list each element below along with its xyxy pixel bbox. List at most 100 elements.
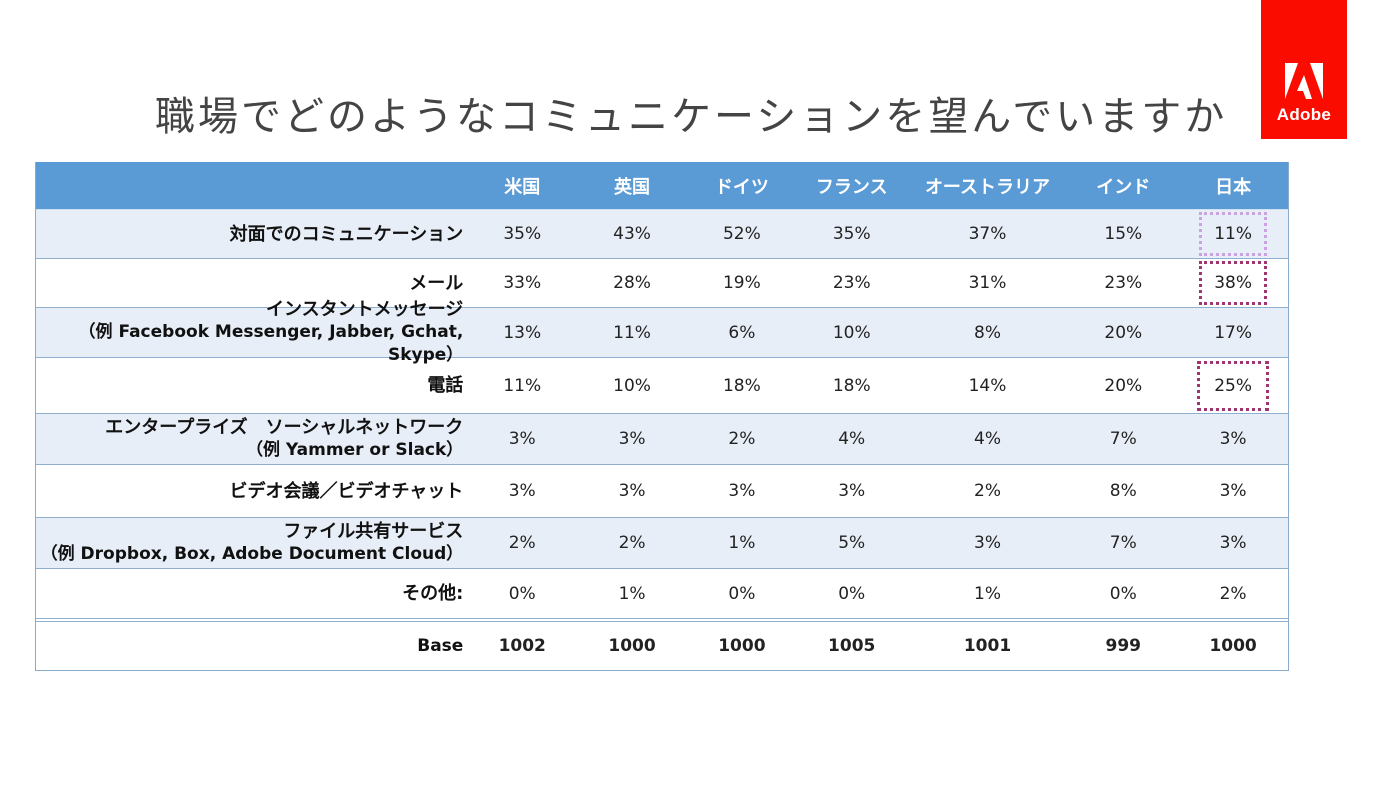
base-cell: 1000	[718, 636, 766, 656]
row-label-main: ファイル共有サービス	[283, 521, 464, 542]
table-cell: 2%	[618, 533, 646, 553]
adobe-a-icon	[1285, 63, 1323, 99]
table-cell: 0%	[508, 583, 536, 604]
table-cell: 3%	[1219, 429, 1247, 449]
table-cell: 2%	[1219, 583, 1247, 604]
table-cell: 3%	[508, 481, 536, 501]
table-cell: 4%	[974, 429, 1001, 449]
dotted-highlight-box	[1199, 261, 1268, 305]
column-header: インド	[1096, 176, 1151, 198]
table-cell: 1%	[728, 533, 756, 553]
row-label: 対面でのコミュニケーション	[229, 223, 464, 245]
table-cell: 18%	[832, 375, 871, 396]
table-cell: 8%	[1109, 481, 1137, 501]
table-cell: 0%	[838, 583, 866, 604]
table-row: 対面でのコミュニケーション 35% 43% 52% 35% 37% 15% 11…	[36, 210, 1288, 259]
row-label: 電話	[427, 375, 464, 396]
table-cell: 3%	[1219, 533, 1247, 553]
table-cell: 8%	[974, 322, 1001, 343]
column-header: フランス	[815, 176, 888, 198]
survey-table: 米国 英国 ドイツ フランス オーストラリア インド 日本 対面でのコミュニケー…	[35, 162, 1289, 671]
table-cell: 6%	[728, 322, 756, 343]
row-label: その他:	[402, 583, 464, 604]
table-cell: 14%	[968, 375, 1007, 396]
table-cell: 7%	[1109, 429, 1137, 449]
base-cell: 1000	[608, 636, 656, 656]
row-label-main: インスタントメッセージ	[266, 299, 464, 320]
table-row: ビデオ会議／ビデオチャット 3% 3% 3% 3% 2% 8% 3%	[36, 465, 1288, 518]
table-cell: 35%	[832, 224, 871, 244]
base-cell: 999	[1105, 636, 1142, 656]
row-label: インスタントメッセージ （例 Facebook Messenger, Jabbe…	[36, 298, 467, 367]
table-cell: 3%	[618, 429, 646, 449]
table-cell: 52%	[722, 224, 761, 244]
row-label-example: （例 Facebook Messenger, Jabber, Gchat, Sk…	[78, 322, 464, 365]
table-cell: 0%	[728, 583, 756, 604]
table-cell: 10%	[613, 375, 651, 396]
table-cell: 3%	[728, 481, 756, 501]
table-cell: 35%	[503, 224, 542, 244]
table-cell-value: 25%	[1214, 375, 1252, 396]
base-cell: 1001	[963, 636, 1012, 656]
table-cell: 1%	[974, 583, 1001, 604]
table-header-row: 米国 英国 ドイツ フランス オーストラリア インド 日本	[36, 162, 1288, 210]
table-cell: 18%	[722, 375, 761, 396]
highlighted-cell: 38%	[1178, 261, 1288, 305]
column-header: 米国	[504, 176, 541, 198]
table-cell: 31%	[968, 273, 1007, 293]
base-cell: 1000	[1209, 636, 1257, 656]
row-label-example: （例 Yammer or Slack）	[246, 440, 464, 460]
column-header: 英国	[614, 176, 651, 198]
row-label-main: エンタープライズ ソーシャルネットワーク	[105, 417, 464, 438]
table-cell: 5%	[838, 533, 866, 553]
table-cell: 2%	[974, 481, 1001, 501]
row-label: Base	[417, 635, 464, 656]
table-cell: 2%	[508, 533, 536, 553]
table-cell: 23%	[832, 273, 871, 293]
table-cell: 11%	[613, 322, 651, 343]
table-cell-value: 38%	[1214, 273, 1252, 293]
table-row: エンタープライズ ソーシャルネットワーク （例 Yammer or Slack）…	[36, 414, 1288, 465]
row-label: ビデオ会議／ビデオチャット	[229, 480, 464, 502]
table-cell: 43%	[613, 224, 651, 244]
highlighted-cell: 25%	[1178, 360, 1288, 411]
row-label-example: （例 Dropbox, Box, Adobe Document Cloud）	[40, 544, 464, 564]
table-row: 電話 11% 10% 18% 18% 14% 20% 25%	[36, 358, 1288, 414]
adobe-wordmark: Adobe	[1276, 105, 1332, 124]
table-cell: 11%	[503, 375, 542, 396]
table-cell: 3%	[1219, 481, 1247, 501]
dotted-highlight-box	[1199, 212, 1268, 256]
table-cell: 19%	[722, 273, 761, 293]
table-cell-value: 11%	[1214, 224, 1252, 244]
base-row: Base 1002 1000 1000 1005 1001 999 1000	[36, 618, 1288, 670]
table-cell: 3%	[974, 533, 1001, 553]
table-cell: 3%	[838, 481, 866, 501]
row-label: メール	[409, 272, 464, 294]
row-label: エンタープライズ ソーシャルネットワーク （例 Yammer or Slack）	[36, 416, 467, 462]
highlighted-cell: 11%	[1178, 212, 1288, 256]
table-cell: 20%	[1104, 322, 1143, 343]
table-cell: 2%	[728, 429, 756, 449]
table-row: インスタントメッセージ （例 Facebook Messenger, Jabbe…	[36, 299, 1288, 365]
table-row: メール 33% 28% 19% 23% 31% 23% 38%	[36, 259, 1288, 308]
table-row: ファイル共有サービス （例 Dropbox, Box, Adobe Docume…	[36, 518, 1288, 569]
base-cell: 1005	[828, 636, 876, 656]
table-cell: 20%	[1104, 375, 1143, 396]
table-cell: 17%	[1214, 322, 1252, 343]
row-label: ファイル共有サービス （例 Dropbox, Box, Adobe Docume…	[36, 520, 467, 566]
table-cell: 3%	[618, 481, 646, 501]
dotted-highlight-box	[1197, 360, 1270, 411]
table-cell: 0%	[1109, 583, 1137, 604]
column-header: オーストラリア	[924, 176, 1051, 198]
table-cell: 7%	[1109, 533, 1137, 553]
table-cell: 10%	[832, 322, 871, 343]
table-cell: 28%	[613, 273, 651, 293]
table-cell: 23%	[1104, 273, 1143, 293]
base-cell: 1002	[498, 636, 546, 656]
table-cell: 1%	[618, 583, 646, 604]
slide-title: 職場でどのようなコミュニケーションを望んでいますか	[155, 94, 1228, 140]
table-cell: 3%	[508, 429, 536, 449]
table-cell: 15%	[1104, 224, 1143, 244]
table-cell: 13%	[503, 322, 542, 343]
table-cell: 4%	[838, 429, 866, 449]
